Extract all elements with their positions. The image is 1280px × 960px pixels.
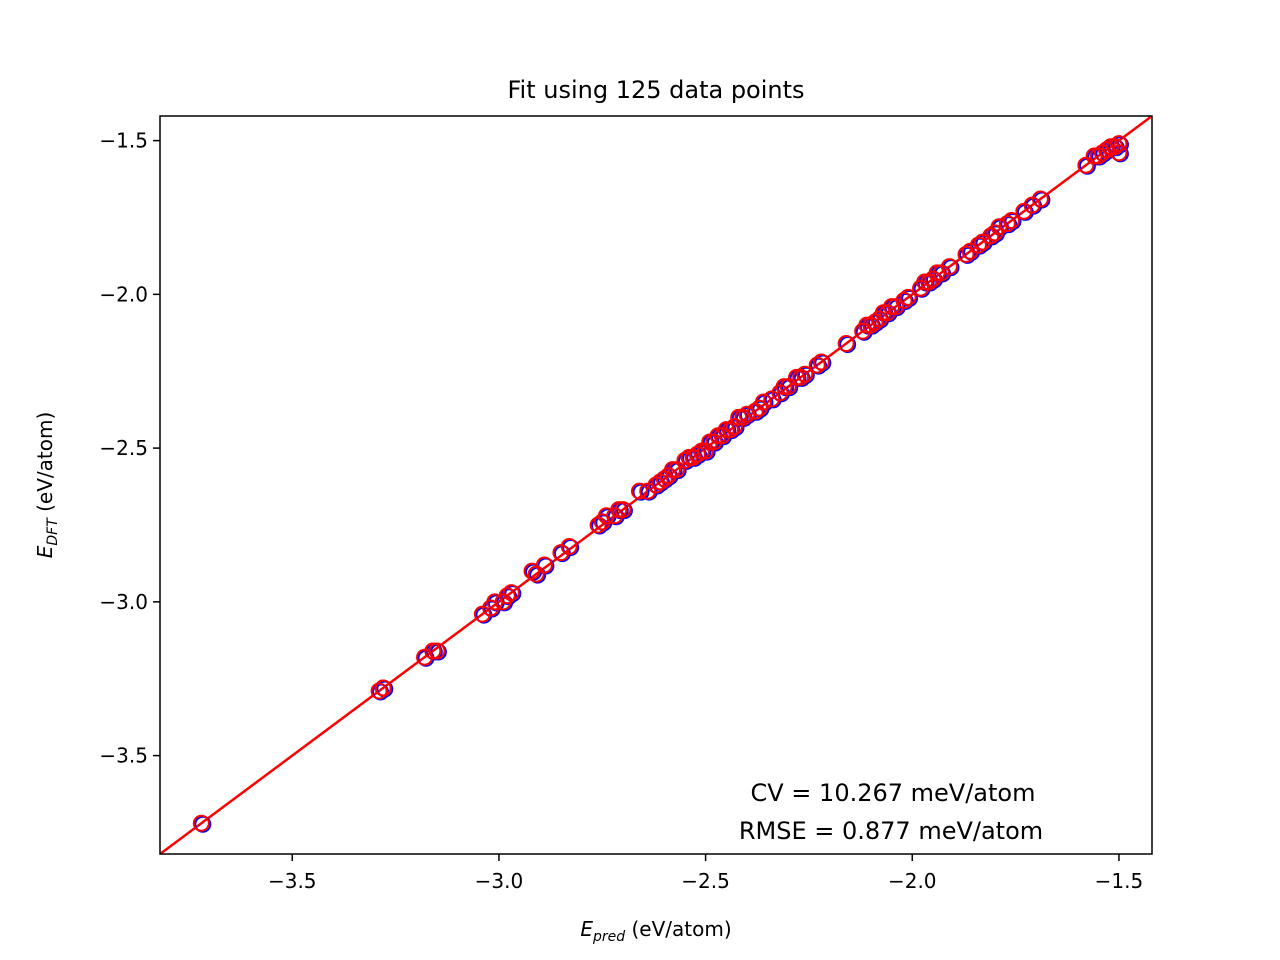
x-axis-label-sub: pred <box>592 929 625 945</box>
x-axis-label: Epred (eV/atom) <box>580 917 731 945</box>
data-point-red <box>812 353 830 371</box>
x-tick-label: −3.0 <box>475 869 524 893</box>
data-point-red <box>535 556 553 574</box>
y-tick-label: −3.0 <box>99 590 148 614</box>
data-point-red <box>610 501 628 519</box>
data-point-red <box>1110 135 1128 153</box>
data-point-red <box>895 292 913 309</box>
chart-title: Fit using 125 data points <box>507 76 804 104</box>
cv-annotation: CV = 10.267 meV/atom <box>751 779 1036 807</box>
x-tick-label: −1.5 <box>1095 869 1144 893</box>
y-axis-label-main: E <box>33 545 57 558</box>
data-point-red <box>899 288 917 306</box>
y-axis-label-sub: DFT <box>45 517 61 546</box>
y-tick-label: −3.5 <box>99 744 148 768</box>
data-point-red <box>630 482 648 500</box>
data-point-red <box>788 368 806 386</box>
data-point-red <box>957 245 975 263</box>
x-axis-label-main: E <box>580 917 593 941</box>
data-point-red <box>424 642 442 660</box>
y-axis-label-unit: (eV/atom) <box>33 412 57 519</box>
data-point-red <box>998 215 1016 233</box>
data-point-red <box>192 814 210 832</box>
data-point-red <box>428 642 446 660</box>
plot-frame <box>159 115 1153 855</box>
x-tick-label: −3.5 <box>268 869 317 893</box>
data-point-red <box>969 236 987 254</box>
data-point-red <box>940 258 958 276</box>
fit-line-group <box>160 116 1152 854</box>
data-point-red <box>502 584 520 602</box>
y-tick-label: −1.5 <box>99 129 148 153</box>
data-point-red <box>792 368 810 386</box>
data-point-red <box>754 393 772 411</box>
data-point-red <box>916 273 934 291</box>
data-point-red <box>614 501 632 519</box>
data-point-red <box>688 445 706 463</box>
y-tick-label: −2.0 <box>99 282 148 306</box>
y-tick-label: −2.5 <box>99 436 148 460</box>
data-point-red <box>837 335 855 353</box>
y-axis-label: EDFT (eV/atom) <box>33 412 61 559</box>
data-point-red <box>796 365 814 383</box>
data-point-red <box>730 408 748 426</box>
data-point-red <box>721 421 739 439</box>
data-point-red <box>1031 190 1049 208</box>
data-point-red <box>374 679 392 697</box>
data-point-red <box>560 538 578 555</box>
data-point-red <box>1110 144 1128 162</box>
data-point-red <box>775 378 793 396</box>
data-point-red <box>808 356 826 374</box>
data-point-red <box>1002 212 1020 230</box>
y-axis-ticks: −3.5 −3.0 −2.5 −2.0 −1.5 <box>99 129 160 768</box>
data-point-red <box>664 461 682 479</box>
x-tick-label: −2.5 <box>681 869 730 893</box>
rmse-annotation: RMSE = 0.877 meV/atom <box>739 817 1043 845</box>
data-point-red <box>498 587 516 605</box>
data-points-group <box>192 135 1129 833</box>
data-point-red <box>717 421 735 439</box>
fit-line <box>160 116 1152 854</box>
x-axis-label-unit: (eV/atom) <box>625 917 732 941</box>
data-point-red <box>370 682 388 700</box>
x-axis-ticks: −3.5 −3.0 −2.5 −2.0 −1.5 <box>268 854 1143 893</box>
x-tick-label: −2.0 <box>888 869 937 893</box>
